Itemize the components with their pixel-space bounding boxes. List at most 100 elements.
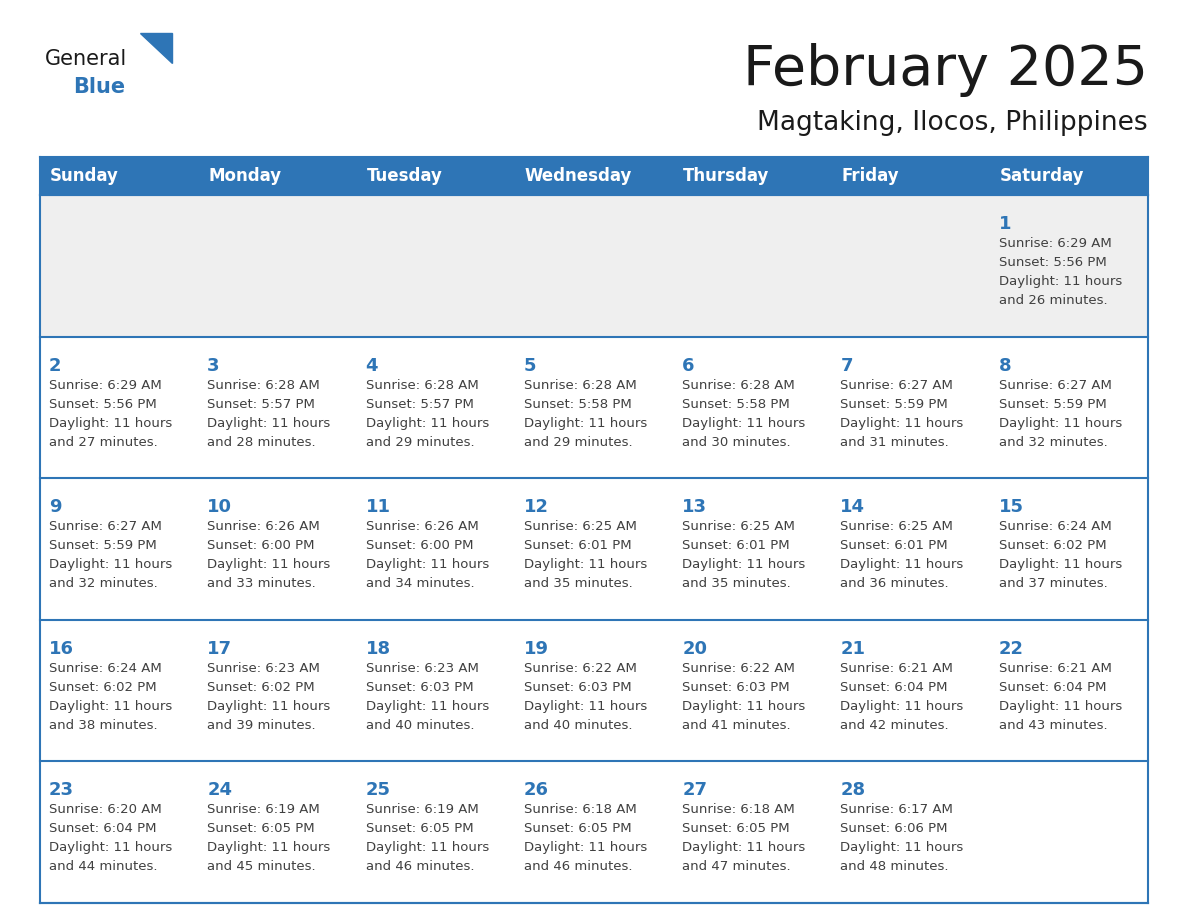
Text: and 40 minutes.: and 40 minutes.: [366, 719, 474, 732]
Text: and 42 minutes.: and 42 minutes.: [840, 719, 949, 732]
Text: Friday: Friday: [841, 167, 899, 185]
Text: Daylight: 11 hours: Daylight: 11 hours: [49, 842, 172, 855]
Text: Daylight: 11 hours: Daylight: 11 hours: [524, 700, 647, 712]
Text: Daylight: 11 hours: Daylight: 11 hours: [840, 700, 963, 712]
Text: Sunday: Sunday: [50, 167, 119, 185]
Text: Sunset: 5:58 PM: Sunset: 5:58 PM: [682, 397, 790, 410]
Text: 3: 3: [207, 356, 220, 375]
Text: and 48 minutes.: and 48 minutes.: [840, 860, 949, 873]
Text: and 47 minutes.: and 47 minutes.: [682, 860, 791, 873]
Text: 17: 17: [207, 640, 233, 658]
Text: Sunset: 6:02 PM: Sunset: 6:02 PM: [207, 681, 315, 694]
Text: Sunrise: 6:29 AM: Sunrise: 6:29 AM: [999, 237, 1112, 250]
Text: Daylight: 11 hours: Daylight: 11 hours: [366, 558, 488, 571]
Text: Sunrise: 6:25 AM: Sunrise: 6:25 AM: [840, 521, 953, 533]
Text: Sunrise: 6:25 AM: Sunrise: 6:25 AM: [524, 521, 637, 533]
Text: Sunset: 5:57 PM: Sunset: 5:57 PM: [207, 397, 315, 410]
Text: and 30 minutes.: and 30 minutes.: [682, 436, 791, 449]
Text: 8: 8: [999, 356, 1011, 375]
Text: and 37 minutes.: and 37 minutes.: [999, 577, 1107, 590]
Text: Sunrise: 6:24 AM: Sunrise: 6:24 AM: [999, 521, 1112, 533]
Text: 18: 18: [366, 640, 391, 658]
Text: Tuesday: Tuesday: [367, 167, 442, 185]
Text: 28: 28: [840, 781, 866, 800]
Text: and 29 minutes.: and 29 minutes.: [366, 436, 474, 449]
Text: Sunrise: 6:19 AM: Sunrise: 6:19 AM: [366, 803, 479, 816]
Text: Sunset: 5:56 PM: Sunset: 5:56 PM: [49, 397, 157, 410]
Text: and 34 minutes.: and 34 minutes.: [366, 577, 474, 590]
Text: 26: 26: [524, 781, 549, 800]
Text: Sunrise: 6:26 AM: Sunrise: 6:26 AM: [207, 521, 320, 533]
Text: Daylight: 11 hours: Daylight: 11 hours: [207, 842, 330, 855]
Text: 21: 21: [840, 640, 865, 658]
Text: Sunset: 6:00 PM: Sunset: 6:00 PM: [366, 539, 473, 553]
Text: Daylight: 11 hours: Daylight: 11 hours: [999, 700, 1121, 712]
Text: Daylight: 11 hours: Daylight: 11 hours: [682, 700, 805, 712]
Text: Sunrise: 6:22 AM: Sunrise: 6:22 AM: [524, 662, 637, 675]
Text: and 28 minutes.: and 28 minutes.: [207, 436, 316, 449]
Text: Daylight: 11 hours: Daylight: 11 hours: [524, 842, 647, 855]
Text: 23: 23: [49, 781, 74, 800]
Text: Sunrise: 6:27 AM: Sunrise: 6:27 AM: [49, 521, 162, 533]
Text: Monday: Monday: [208, 167, 282, 185]
Text: Daylight: 11 hours: Daylight: 11 hours: [999, 417, 1121, 430]
Text: Daylight: 11 hours: Daylight: 11 hours: [682, 417, 805, 430]
Text: and 33 minutes.: and 33 minutes.: [207, 577, 316, 590]
Text: Sunrise: 6:28 AM: Sunrise: 6:28 AM: [207, 378, 320, 392]
Text: and 38 minutes.: and 38 minutes.: [49, 719, 158, 732]
Text: Daylight: 11 hours: Daylight: 11 hours: [207, 558, 330, 571]
Text: 10: 10: [207, 498, 233, 516]
Text: Sunrise: 6:21 AM: Sunrise: 6:21 AM: [840, 662, 953, 675]
Polygon shape: [140, 33, 172, 63]
Text: Sunrise: 6:19 AM: Sunrise: 6:19 AM: [207, 803, 320, 816]
Text: Daylight: 11 hours: Daylight: 11 hours: [682, 842, 805, 855]
Text: Wednesday: Wednesday: [525, 167, 632, 185]
Text: and 40 minutes.: and 40 minutes.: [524, 719, 632, 732]
Text: Sunrise: 6:24 AM: Sunrise: 6:24 AM: [49, 662, 162, 675]
Text: and 39 minutes.: and 39 minutes.: [207, 719, 316, 732]
Text: Sunrise: 6:21 AM: Sunrise: 6:21 AM: [999, 662, 1112, 675]
Text: 4: 4: [366, 356, 378, 375]
Text: Daylight: 11 hours: Daylight: 11 hours: [207, 700, 330, 712]
Text: and 35 minutes.: and 35 minutes.: [524, 577, 632, 590]
Text: 19: 19: [524, 640, 549, 658]
Text: Sunset: 6:03 PM: Sunset: 6:03 PM: [682, 681, 790, 694]
Text: Blue: Blue: [72, 77, 125, 97]
Text: Daylight: 11 hours: Daylight: 11 hours: [366, 417, 488, 430]
Text: 7: 7: [840, 356, 853, 375]
Text: Sunrise: 6:22 AM: Sunrise: 6:22 AM: [682, 662, 795, 675]
Text: Sunset: 6:00 PM: Sunset: 6:00 PM: [207, 539, 315, 553]
Text: 22: 22: [999, 640, 1024, 658]
Text: and 43 minutes.: and 43 minutes.: [999, 719, 1107, 732]
Text: 14: 14: [840, 498, 865, 516]
Text: 24: 24: [207, 781, 233, 800]
Text: Daylight: 11 hours: Daylight: 11 hours: [999, 275, 1121, 288]
Text: 11: 11: [366, 498, 391, 516]
Text: Daylight: 11 hours: Daylight: 11 hours: [49, 700, 172, 712]
Text: Sunset: 6:05 PM: Sunset: 6:05 PM: [524, 823, 632, 835]
Text: 25: 25: [366, 781, 391, 800]
Text: Sunrise: 6:28 AM: Sunrise: 6:28 AM: [682, 378, 795, 392]
Text: 16: 16: [49, 640, 74, 658]
Bar: [40, 620, 1148, 761]
Text: 27: 27: [682, 781, 707, 800]
Text: and 45 minutes.: and 45 minutes.: [207, 860, 316, 873]
Text: Daylight: 11 hours: Daylight: 11 hours: [840, 842, 963, 855]
Text: Sunset: 5:57 PM: Sunset: 5:57 PM: [366, 397, 474, 410]
Text: Sunrise: 6:18 AM: Sunrise: 6:18 AM: [524, 803, 637, 816]
Text: 12: 12: [524, 498, 549, 516]
Text: Sunset: 6:06 PM: Sunset: 6:06 PM: [840, 823, 948, 835]
Text: Sunrise: 6:18 AM: Sunrise: 6:18 AM: [682, 803, 795, 816]
Text: Daylight: 11 hours: Daylight: 11 hours: [366, 842, 488, 855]
Text: and 26 minutes.: and 26 minutes.: [999, 294, 1107, 307]
Text: 20: 20: [682, 640, 707, 658]
Text: Sunset: 6:01 PM: Sunset: 6:01 PM: [524, 539, 632, 553]
Text: Daylight: 11 hours: Daylight: 11 hours: [682, 558, 805, 571]
Text: Magtaking, Ilocos, Philippines: Magtaking, Ilocos, Philippines: [758, 110, 1148, 136]
Text: and 41 minutes.: and 41 minutes.: [682, 719, 791, 732]
Text: Sunset: 5:59 PM: Sunset: 5:59 PM: [49, 539, 157, 553]
Text: Daylight: 11 hours: Daylight: 11 hours: [524, 417, 647, 430]
Bar: [40, 337, 1148, 478]
Text: Daylight: 11 hours: Daylight: 11 hours: [840, 417, 963, 430]
Text: Daylight: 11 hours: Daylight: 11 hours: [366, 700, 488, 712]
